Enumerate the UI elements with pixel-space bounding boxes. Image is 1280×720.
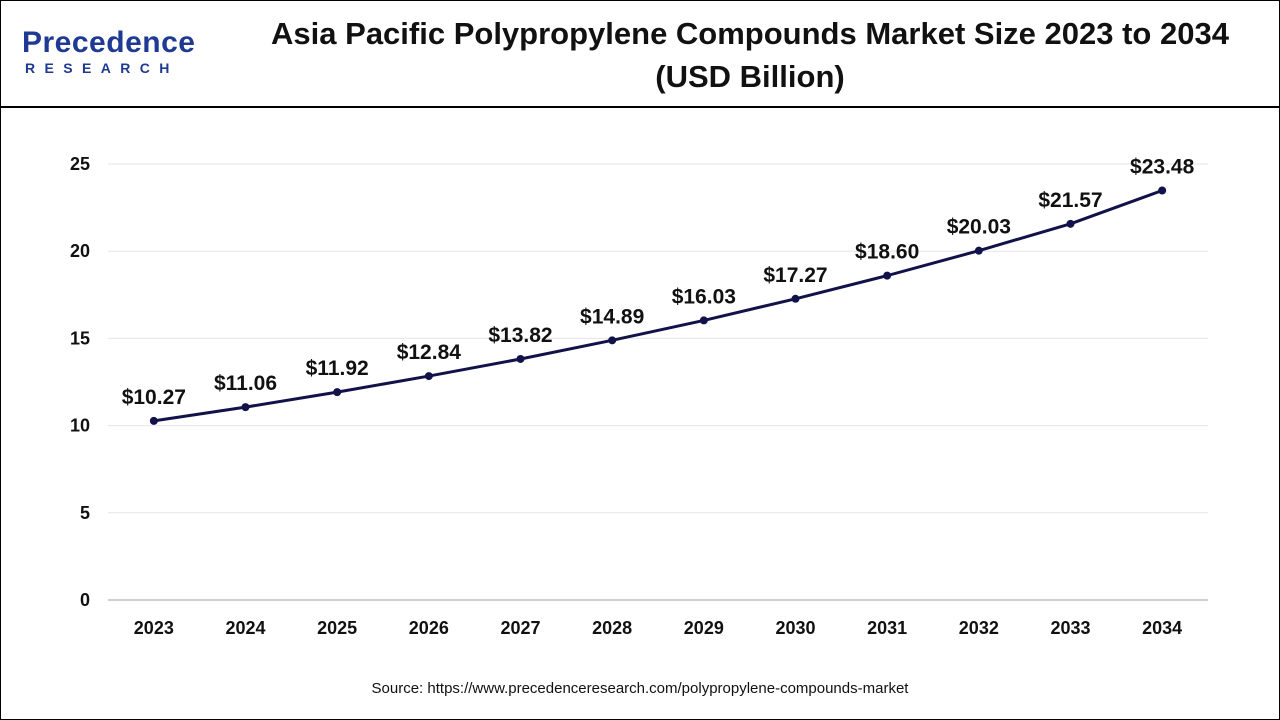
data-label: $18.60 <box>855 241 919 264</box>
data-point <box>333 388 342 397</box>
data-points <box>149 186 1167 425</box>
data-label: $12.84 <box>397 341 462 364</box>
data-label: $16.03 <box>672 285 736 308</box>
y-tick-label: 25 <box>70 154 90 174</box>
series-line <box>153 189 1163 423</box>
x-tick-label: 2030 <box>775 618 815 638</box>
x-tick-label: 2024 <box>225 618 265 638</box>
data-label: $20.03 <box>947 216 1011 239</box>
data-point <box>883 271 892 280</box>
brand-logo: Precedence RESEARCH <box>22 26 212 82</box>
x-tick-label: 2025 <box>317 618 357 638</box>
y-tick-label: 0 <box>80 590 90 610</box>
data-point <box>608 336 617 345</box>
chart-title: Asia Pacific Polypropylene Compounds Mar… <box>271 16 1229 94</box>
data-labels: $10.27 $11.06 $11.92 $12.84 $13.82 $14.89 $16.… <box>122 156 1195 409</box>
data-label: $21.57 <box>1038 189 1102 212</box>
data-point <box>791 294 800 303</box>
data-label: $23.48 <box>1130 156 1195 179</box>
x-tick-label: 2029 <box>684 618 724 638</box>
data-label: $11.92 <box>306 357 369 380</box>
series-line-path <box>153 189 1163 423</box>
x-axis-ticks: 2023 2024 2025 2026 2027 2028 2029 2030 2031 2032… <box>134 618 1182 638</box>
x-tick-label: 2026 <box>409 618 449 638</box>
y-tick-label: 10 <box>70 416 90 436</box>
brand-name: Precedence <box>22 26 196 59</box>
data-point <box>699 316 708 325</box>
x-tick-label: 2033 <box>1050 618 1090 638</box>
x-tick-label: 2031 <box>867 618 907 638</box>
brand-sub: RESEARCH <box>25 60 179 76</box>
data-point <box>149 416 158 425</box>
gridlines <box>108 163 1208 601</box>
data-point <box>516 354 525 363</box>
x-tick-label: 2027 <box>500 618 540 638</box>
y-axis-ticks: 0 5 10 15 20 25 <box>70 154 90 610</box>
y-tick-label: 5 <box>80 503 90 523</box>
y-tick-label: 15 <box>70 328 90 348</box>
data-point <box>974 246 983 255</box>
y-tick-label: 20 <box>70 241 90 261</box>
x-tick-label: 2034 <box>1142 618 1182 638</box>
x-tick-label: 2023 <box>134 618 174 638</box>
data-point <box>1066 219 1075 228</box>
data-label: $13.82 <box>488 324 552 347</box>
x-tick-label: 2028 <box>592 618 632 638</box>
data-label: $10.27 <box>122 386 186 409</box>
x-tick-label: 2032 <box>959 618 999 638</box>
data-point <box>1158 186 1167 195</box>
data-label: $14.89 <box>580 305 644 328</box>
data-label: $11.06 <box>214 372 277 395</box>
data-point <box>424 372 433 381</box>
header: Precedence RESEARCH Asia Pacific Polypro… <box>0 0 1280 108</box>
source-note: Source: https://www.precedenceresearch.c… <box>371 680 909 697</box>
data-label: $17.27 <box>763 264 827 287</box>
data-point <box>241 403 250 412</box>
